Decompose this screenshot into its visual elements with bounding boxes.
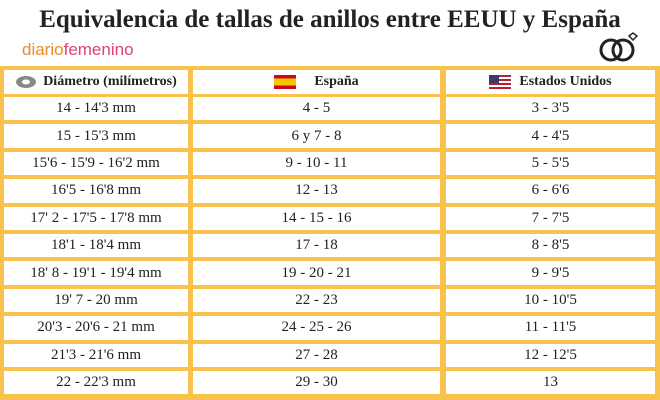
table: Diámetro (milímetros) España Estados Unido… [0, 66, 660, 400]
cell-text: 9 - 10 - 11 [285, 154, 348, 171]
title: Equivalencia de tallas de anillos entre … [39, 6, 621, 33]
cell-text: 27 - 28 [295, 346, 338, 363]
table-cell: 17 - 18 [193, 234, 440, 258]
table-cell: 21'3 - 21'6 mm [4, 343, 188, 367]
cell-text: 17' 2 - 17'5 - 17'8 mm [30, 209, 162, 226]
cell-text: 19 - 20 - 21 [281, 264, 352, 281]
cell-text: Estados Unidos [519, 74, 612, 89]
cell-text: 4 - 4'5 [531, 127, 570, 144]
table-cell: 20'3 - 20'6 - 21 mm [4, 316, 188, 340]
table-cell: 4 - 5 [193, 97, 440, 121]
rings-icon [599, 32, 639, 62]
table-cell: 4 - 4'5 [446, 124, 655, 148]
cell-text: 12 - 13 [295, 182, 338, 199]
table-cell: 9 - 9'5 [446, 261, 655, 285]
table-cell: 29 - 30 [193, 371, 440, 395]
cell-text: 5 - 5'5 [531, 154, 570, 171]
table-cell: 12 - 13 [193, 179, 440, 203]
cell-text: 15 - 15'3 mm [56, 127, 136, 144]
cell-text: 14 - 15 - 16 [281, 209, 352, 226]
logo-part: femenino [63, 40, 134, 59]
cell-text: 12 - 12'5 [524, 346, 577, 363]
table-cell: 7 - 7'5 [446, 206, 655, 230]
cell-text: 18' 8 - 19'1 - 19'4 mm [30, 264, 162, 281]
table-cell: 10 - 10'5 [446, 288, 655, 313]
column-header: España [193, 70, 440, 94]
cell-text: 10 - 10'5 [524, 291, 577, 308]
cell-text: 16'5 - 16'8 mm [51, 182, 141, 199]
table-cell: 22 - 22'3 mm [4, 371, 188, 395]
table-cell: 19 - 20 - 21 [193, 261, 440, 285]
cell-text: 9 - 9'5 [531, 264, 570, 281]
cell-text: 8 - 8'5 [531, 237, 570, 254]
cell-text: 15'6 - 15'9 - 16'2 mm [32, 154, 160, 171]
table-cell: 6 y 7 - 8 [193, 124, 440, 148]
cell-text: 11 - 11'5 [524, 319, 577, 336]
table-cell: 9 - 10 - 11 [193, 151, 440, 176]
cell-text: 20'3 - 20'6 - 21 mm [37, 319, 155, 336]
table-cell: 6 - 6'6 [446, 179, 655, 203]
table-cell: 5 - 5'5 [446, 151, 655, 176]
table-cell: 18' 8 - 19'1 - 19'4 mm [4, 261, 188, 285]
table-cell: 22 - 23 [193, 288, 440, 313]
cell-text: 4 - 5 [302, 100, 331, 117]
cell-text: 14 - 14'3 mm [56, 100, 136, 117]
header-icon [489, 75, 512, 89]
table-cell: 8 - 8'5 [446, 234, 655, 258]
cell-text: 22 - 22'3 mm [56, 374, 136, 391]
cell-text: 29 - 30 [295, 374, 338, 391]
cell-text: 21'3 - 21'6 mm [51, 346, 141, 363]
table-cell: 19' 7 - 20 mm [4, 288, 188, 313]
cell-text: 22 - 23 [295, 291, 338, 308]
table-cell: 14 - 14'3 mm [4, 97, 188, 121]
table-cell: 15 - 15'3 mm [4, 124, 188, 148]
table-cell: 11 - 11'5 [446, 316, 655, 340]
column-header: Estados Unidos [446, 70, 655, 94]
table-cell: 18'1 - 18'4 mm [4, 234, 188, 258]
cell-text: 7 - 7'5 [531, 209, 570, 226]
table-cell: 24 - 25 - 26 [193, 316, 440, 340]
cell-text: 3 - 3'5 [531, 100, 570, 117]
table-cell: 13 [446, 371, 655, 395]
table-cell: 14 - 15 - 16 [193, 206, 440, 230]
header-icon [274, 75, 297, 89]
cell-text: 6 y 7 - 8 [291, 127, 342, 144]
table-cell: 15'6 - 15'9 - 16'2 mm [4, 151, 188, 176]
table-cell: 16'5 - 16'8 mm [4, 179, 188, 203]
header-icon [16, 76, 37, 88]
table-cell: 17' 2 - 17'5 - 17'8 mm [4, 206, 188, 230]
cell-text: Diámetro (milímetros) [43, 74, 177, 89]
cell-text: 18'1 - 18'4 mm [51, 237, 141, 254]
cell-text: 19' 7 - 20 mm [54, 291, 138, 308]
cell-text: 17 - 18 [295, 237, 338, 254]
cell-text: España [314, 74, 359, 89]
logo-part: diario [22, 40, 64, 59]
table-cell: 12 - 12'5 [446, 343, 655, 367]
table-cell: 3 - 3'5 [446, 97, 655, 121]
cell-text: 6 - 6'6 [531, 182, 570, 199]
column-header: Diámetro (milímetros) [4, 70, 188, 94]
cell-text: 24 - 25 - 26 [281, 319, 352, 336]
table-cell: 27 - 28 [193, 343, 440, 367]
cell-text: 13 [543, 374, 558, 391]
logo: diariofemenino [22, 40, 134, 60]
